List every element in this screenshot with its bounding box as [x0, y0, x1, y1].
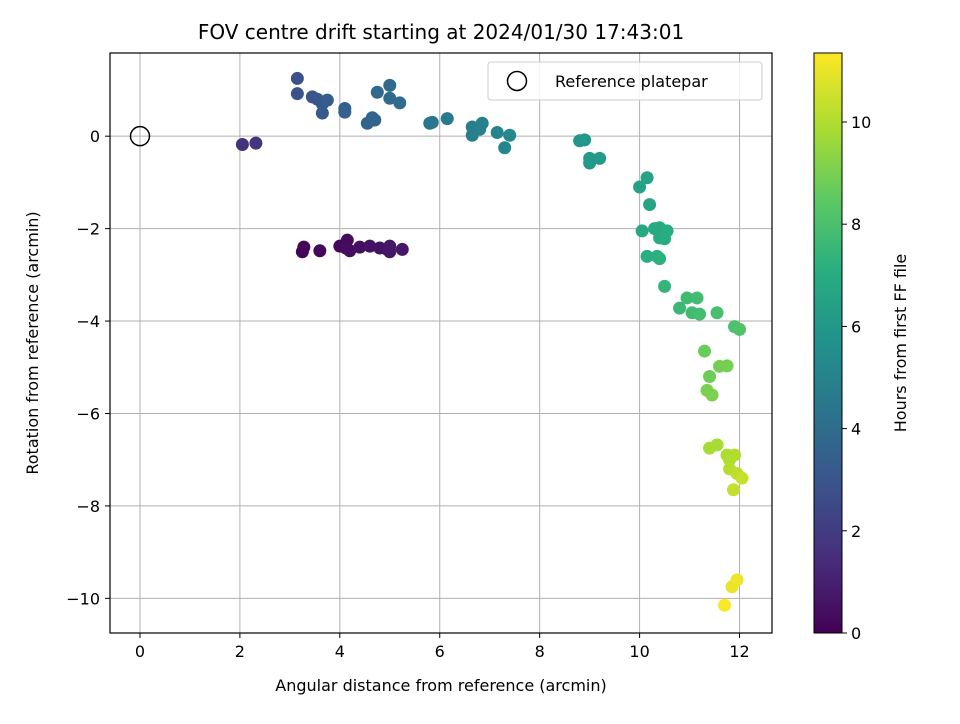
- data-point: [383, 78, 397, 92]
- legend-marker: [506, 70, 528, 92]
- x-tick-label: 8: [535, 642, 545, 661]
- data-point: [440, 112, 454, 126]
- x-tick-label: 0: [135, 642, 145, 661]
- data-point: [718, 598, 732, 612]
- data-point: [658, 279, 672, 293]
- data-point: [693, 307, 707, 321]
- y-tick-label: −8: [76, 497, 100, 516]
- data-point: [735, 471, 749, 485]
- data-point: [338, 105, 352, 119]
- legend-box: [487, 61, 763, 101]
- data-point: [578, 133, 592, 147]
- data-point: [720, 359, 734, 373]
- data-point: [680, 291, 694, 305]
- data-point: [475, 116, 489, 130]
- colorbar-tick-label: 8: [851, 215, 861, 234]
- data-point: [368, 113, 382, 127]
- data-point: [653, 252, 667, 266]
- data-point: [503, 128, 517, 142]
- y-tick-label: −6: [76, 404, 100, 423]
- data-point: [343, 244, 357, 258]
- x-tick-label: 12: [729, 642, 749, 661]
- data-point: [235, 138, 249, 152]
- x-axis-ticks: 0 2 4 6 8 10 12: [135, 633, 750, 661]
- y-axis-label: Rotation from reference (arcmin): [23, 211, 42, 474]
- data-point: [690, 291, 704, 305]
- y-tick-label: −4: [76, 312, 100, 331]
- colorbar-tick-label: 0: [851, 624, 861, 643]
- data-point: [490, 125, 504, 139]
- chart-title: FOV centre drift starting at 2024/01/30 …: [198, 20, 684, 44]
- y-axis-ticks: 0 −2 −4 −6 −8 −10: [66, 127, 110, 608]
- data-point: [290, 87, 304, 101]
- data-point: [583, 156, 597, 170]
- data-point: [733, 322, 747, 336]
- y-tick-label: −2: [76, 220, 100, 239]
- data-point: [340, 233, 354, 247]
- data-point: [710, 438, 724, 452]
- plot-area: [110, 53, 772, 633]
- data-point: [297, 240, 311, 254]
- data-point: [395, 242, 409, 256]
- colorbar-label: Hours from first FF file: [891, 254, 910, 433]
- data-point: [643, 198, 657, 212]
- y-tick-label: 0: [90, 127, 100, 146]
- x-tick-label: 4: [335, 642, 345, 661]
- scatter-points: [235, 71, 749, 612]
- grid: [110, 53, 772, 633]
- data-point: [425, 115, 439, 129]
- data-point: [370, 85, 384, 99]
- legend-label: Reference platepar: [555, 72, 708, 91]
- data-point: [393, 96, 407, 110]
- data-point: [673, 301, 687, 315]
- data-point: [313, 244, 327, 258]
- data-point: [290, 71, 304, 85]
- y-tick-label: −10: [66, 589, 100, 608]
- data-point: [728, 448, 742, 462]
- colorbar-gradient: [813, 52, 843, 634]
- x-tick-label: 2: [235, 642, 245, 661]
- colorbar-tick-label: 4: [851, 420, 861, 439]
- data-point: [383, 91, 397, 105]
- data-point: [353, 240, 367, 254]
- colorbar-tick-label: 10: [851, 113, 871, 132]
- reference-platepar-marker: [129, 125, 151, 147]
- data-point: [705, 388, 719, 402]
- data-point: [703, 370, 717, 384]
- data-point: [498, 141, 512, 155]
- colorbar: 0 2 4 6 8 10 Hours from first FF file: [813, 52, 910, 643]
- colorbar-ticks: 0 2 4 6 8 10: [842, 113, 871, 643]
- colorbar-tick-label: 2: [851, 522, 861, 541]
- data-point: [730, 573, 744, 587]
- data-point: [383, 239, 397, 253]
- data-point: [249, 136, 263, 150]
- x-tick-label: 10: [629, 642, 649, 661]
- data-point: [710, 306, 724, 320]
- data-point: [635, 224, 649, 238]
- data-point: [640, 249, 654, 263]
- x-tick-label: 6: [435, 642, 445, 661]
- data-point: [727, 483, 741, 497]
- legend: Reference platepar: [487, 61, 763, 101]
- data-point: [593, 151, 607, 165]
- plot-frame: [109, 52, 773, 634]
- data-point: [315, 106, 329, 120]
- data-point: [633, 180, 647, 194]
- colorbar-tick-label: 6: [851, 317, 861, 336]
- data-point: [698, 344, 712, 358]
- data-point: [640, 171, 654, 185]
- x-axis-label: Angular distance from reference (arcmin): [275, 676, 606, 695]
- data-point: [658, 232, 672, 246]
- data-point: [320, 93, 334, 107]
- data-point: [363, 239, 377, 253]
